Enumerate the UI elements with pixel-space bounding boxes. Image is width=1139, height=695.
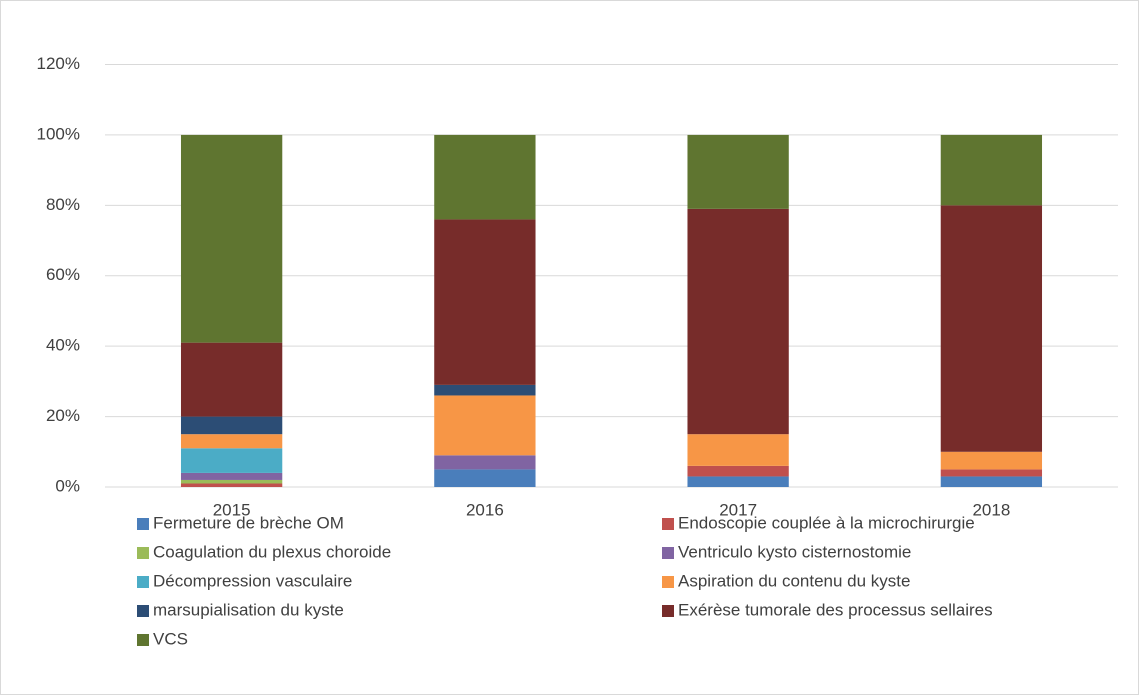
bar-segment: [687, 208, 789, 435]
y-tick-label: 40%: [46, 336, 80, 355]
bar-segment: [434, 384, 536, 396]
bar-segment: [180, 448, 283, 473]
legend-label: Décompression vasculaire: [153, 571, 352, 590]
bar-segment: [180, 134, 283, 343]
bar-segment: [940, 469, 1043, 477]
bar-segment: [180, 483, 283, 487]
legend-label: Fermeture de brèche OM: [153, 513, 344, 532]
legend-label: Ventriculo kysto cisternostomie: [678, 542, 911, 561]
bar-segment: [180, 472, 283, 480]
legend-label: VCS: [153, 629, 188, 648]
x-tick-label: 2018: [972, 500, 1010, 519]
y-tick-label: 120%: [37, 54, 80, 73]
legend-swatch: [137, 605, 149, 617]
legend-label: Coagulation du plexus choroide: [153, 542, 391, 561]
bar-segment: [180, 416, 283, 435]
bar-segment: [940, 451, 1043, 470]
bar-segment: [180, 342, 283, 417]
legend-swatch: [137, 518, 149, 530]
bar-segment: [940, 134, 1043, 206]
bar-segment: [434, 455, 536, 470]
bar-segment: [687, 476, 789, 487]
legend-label: Aspiration du contenu du kyste: [678, 571, 910, 590]
y-tick-label: 80%: [46, 195, 80, 214]
x-tick-label: 2017: [719, 500, 757, 519]
legend-swatch: [662, 605, 674, 617]
legend-label: Endoscopie couplée à la microchirurgie: [678, 513, 975, 532]
bar-segment: [434, 469, 536, 487]
x-tick-label: 2016: [466, 500, 504, 519]
legend-swatch: [662, 547, 674, 559]
bar-segment: [687, 465, 789, 477]
bar-segment: [434, 395, 536, 456]
y-tick-label: 60%: [46, 265, 80, 284]
y-tick-label: 100%: [37, 124, 80, 143]
legend-swatch: [662, 576, 674, 588]
legend-swatch: [137, 576, 149, 588]
bar-segment: [180, 434, 283, 449]
legend-swatch: [662, 518, 674, 530]
legend-swatch: [137, 547, 149, 559]
bar-segment: [434, 134, 536, 220]
y-tick-label: 20%: [46, 406, 80, 425]
x-tick-label: 2015: [213, 500, 251, 519]
y-tick-label: 0%: [55, 476, 80, 495]
bar-segment: [434, 219, 536, 385]
bar-segment: [940, 476, 1043, 487]
bar-segment: [687, 134, 789, 209]
bar-segment: [687, 434, 789, 466]
legend-label: Exérèse tumorale des processus sellaires: [678, 600, 993, 619]
legend-label: marsupialisation du kyste: [153, 600, 344, 619]
bar-segment: [180, 479, 283, 484]
bar-segment: [940, 205, 1043, 452]
legend-swatch: [137, 634, 149, 646]
